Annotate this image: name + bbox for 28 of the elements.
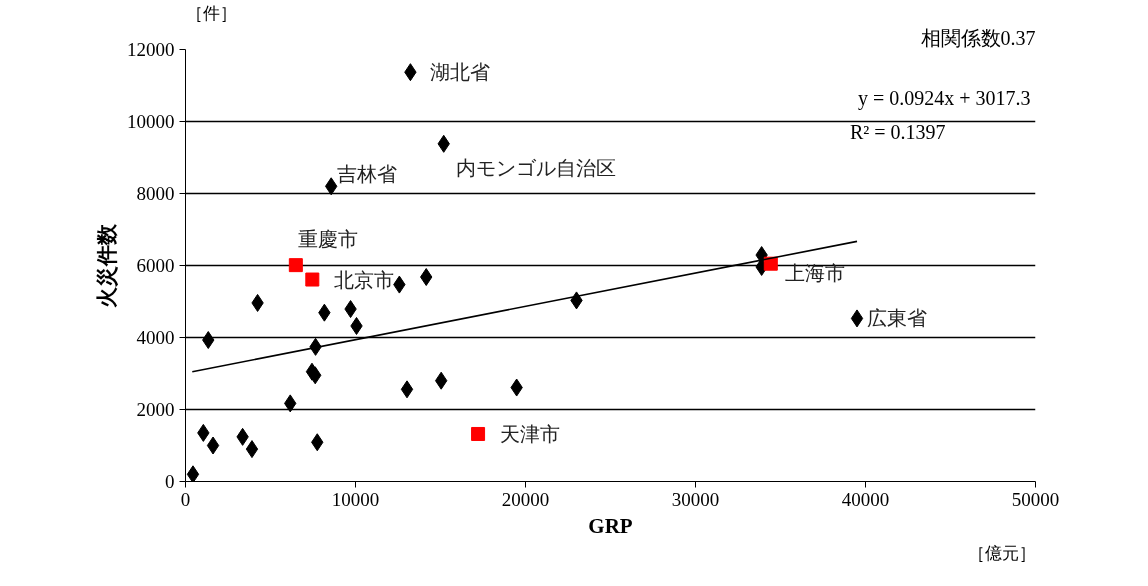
y-tick-label: 2000 (136, 399, 175, 420)
annotation: R² = 0.1397 (849, 120, 946, 143)
y-tick-label: 0 (165, 471, 175, 492)
x-tick-label: 20000 (501, 488, 550, 510)
text: ［件］ (185, 3, 237, 23)
x-tick-label: 10000 (331, 488, 380, 510)
annotation: 北京市 (334, 268, 395, 291)
text: ［億元］ (967, 543, 1036, 563)
x-tick-label: 40000 (841, 488, 890, 510)
annotation: y = 0.0924x + 3017.3 (857, 86, 1031, 110)
annotation: 広東省 (867, 307, 927, 330)
x-tick-label: 30000 (671, 488, 720, 510)
annotation: 吉林省 (337, 163, 398, 186)
x-tick-label: 0 (180, 488, 191, 510)
text: 相関係数0.37 (920, 26, 1036, 49)
x-tick-label: 50000 (1011, 488, 1060, 510)
y-tick-label: 10000 (127, 111, 175, 132)
y-axis-title: 火災件数 (95, 222, 119, 308)
y-tick-label: 12000 (127, 39, 175, 60)
annotation: 内モンゴル自治区 (455, 156, 616, 179)
y-tick-label: 6000 (136, 255, 175, 276)
annotation: 天津市 (500, 422, 561, 445)
y-tick-label: 8000 (136, 183, 175, 204)
annotation: 上海市 (784, 261, 845, 284)
y-tick-label: 4000 (136, 327, 175, 348)
annotation: 重慶市 (297, 228, 358, 251)
annotation: 湖北省 (430, 61, 491, 84)
x-axis-title: GRP (588, 513, 633, 538)
